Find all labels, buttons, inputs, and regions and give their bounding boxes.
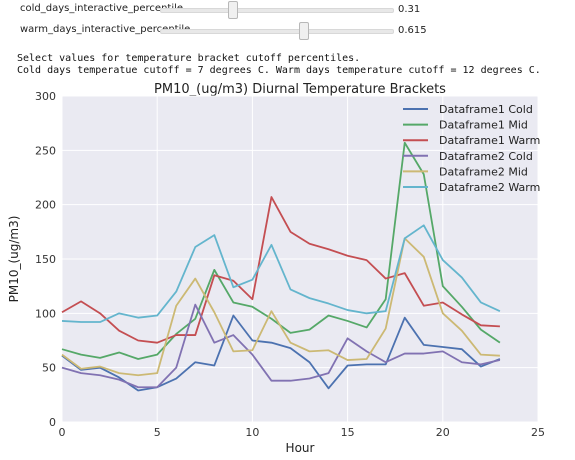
- y-tick-label: 200: [35, 199, 56, 212]
- warm-percentile-slider-track[interactable]: [160, 29, 394, 34]
- y-tick-label: 250: [35, 144, 56, 157]
- legend-entry: Dataframe2 Warm: [439, 181, 540, 194]
- cell-output: Select values for temperature bracket cu…: [17, 53, 541, 77]
- y-tick-label: 300: [35, 90, 56, 103]
- cold-percentile-slider-row: cold_days_interactive_percentile 0.31: [0, 0, 575, 20]
- x-tick-label: 25: [531, 426, 545, 439]
- series-line-dataframe1-cold: [61, 314, 501, 392]
- y-tick-label: 0: [49, 416, 56, 429]
- y-tick-label: 50: [42, 362, 56, 375]
- x-tick-label: 15: [341, 426, 355, 439]
- legend-entry: Dataframe1 Mid: [439, 119, 528, 132]
- x-tick-label: 5: [154, 426, 161, 439]
- cold-percentile-label: cold_days_interactive_percentile: [20, 3, 184, 14]
- warm-percentile-slider-handle[interactable]: [298, 22, 309, 40]
- y-axis-label: PM10_(ug/m3): [7, 216, 21, 303]
- chart-title: PM10_(ug/m3) Diurnal Temperature Bracket…: [154, 82, 446, 97]
- output-line-1: Select values for temperature bracket cu…: [17, 53, 361, 64]
- y-tick-label: 100: [35, 307, 56, 320]
- legend-entry: Dataframe1 Warm: [439, 134, 540, 147]
- y-tick-label: 150: [35, 253, 56, 266]
- x-tick-label: 10: [245, 426, 259, 439]
- legend-entry: Dataframe1 Cold: [439, 103, 533, 116]
- series-line-dataframe2-warm: [61, 224, 501, 323]
- legend: Dataframe1 Cold Dataframe1 Mid Dataframe1 …: [403, 103, 540, 194]
- warm-percentile-value: 0.615: [398, 25, 427, 36]
- x-tick-label: 20: [436, 426, 450, 439]
- x-tick-label: 0: [59, 426, 66, 439]
- grid-lines: [61, 95, 539, 423]
- pm10-diurnal-chart: PM10_(ug/m3) Diurnal Temperature Bracket…: [7, 82, 545, 455]
- series-line-dataframe2-mid: [61, 237, 500, 377]
- series-line-dataframe2-cold: [61, 303, 501, 389]
- legend-entry: Dataframe2 Mid: [439, 165, 528, 178]
- legend-entry: Dataframe2 Cold: [439, 150, 533, 163]
- output-line-2: Cold days temperatue cutoff = 7 degrees …: [17, 65, 541, 76]
- cold-percentile-value: 0.31: [398, 4, 421, 15]
- series-line-dataframe1-warm: [61, 196, 500, 344]
- warm-percentile-label: warm_days_interactive_percentile: [20, 24, 191, 35]
- cold-percentile-slider-handle[interactable]: [227, 1, 238, 19]
- series-lines: [61, 141, 501, 392]
- warm-percentile-slider-row: warm_days_interactive_percentile 0.615: [0, 21, 575, 41]
- cold-percentile-slider-track[interactable]: [160, 8, 394, 13]
- x-axis-label: Hour: [286, 441, 315, 455]
